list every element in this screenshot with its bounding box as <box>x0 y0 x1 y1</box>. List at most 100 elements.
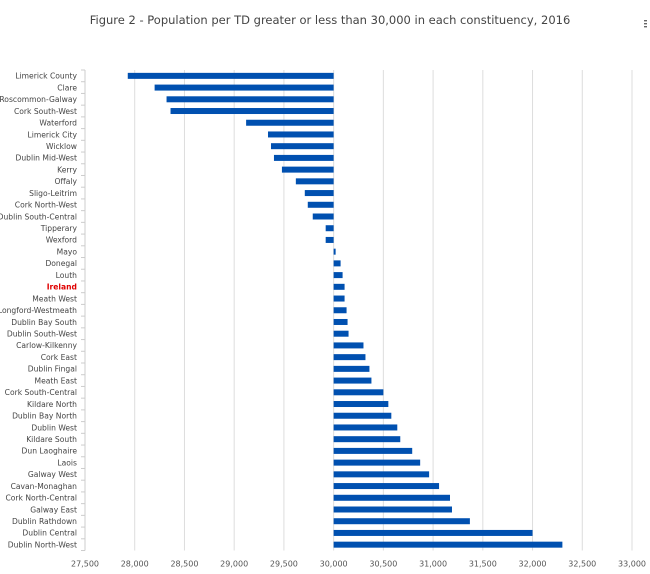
bar <box>333 365 370 372</box>
bar <box>333 342 364 349</box>
bar <box>295 178 334 185</box>
category-label: Limerick City <box>27 130 77 139</box>
category-label: Dublin Central <box>22 529 77 538</box>
category-label: Tipperary <box>40 224 78 233</box>
bar <box>281 166 334 173</box>
category-label: Dublin South-Central <box>0 212 77 221</box>
menu-icon[interactable] <box>644 20 647 28</box>
bar <box>333 307 347 314</box>
category-label: Mayo <box>57 247 78 256</box>
bar <box>307 201 334 208</box>
category-label: Kildare South <box>26 435 77 444</box>
bar <box>333 330 349 337</box>
category-label: Dublin Rathdown <box>12 517 77 526</box>
category-label-highlight: Ireland <box>47 283 77 292</box>
category-label: Wicklow <box>46 142 77 151</box>
x-tick-label: 28,000 <box>121 560 149 569</box>
category-label: Roscommon-Galway <box>0 95 78 104</box>
category-label: Donegal <box>45 259 77 268</box>
category-label: Dun Laoghaire <box>22 447 78 456</box>
bar <box>333 389 384 396</box>
category-label: Dublin South-West <box>7 330 77 339</box>
category-label: Wexford <box>46 236 77 245</box>
category-label: Cork East <box>41 353 77 362</box>
category-label: Clare <box>57 83 77 92</box>
bar <box>325 236 334 243</box>
bar <box>333 447 413 454</box>
category-label: Meath West <box>32 294 77 303</box>
bar <box>312 213 334 220</box>
bar <box>333 436 401 443</box>
bar <box>273 154 334 161</box>
category-label: Louth <box>56 271 78 280</box>
bar <box>333 529 533 536</box>
x-tick-label: 32,500 <box>568 560 596 569</box>
category-label: Cork North-West <box>15 201 77 210</box>
bar <box>333 260 341 267</box>
category-label: Cork South-West <box>14 107 77 116</box>
category-label: Kildare North <box>27 400 77 409</box>
bar <box>333 471 430 478</box>
category-label: Carlow-Kilkenny <box>16 341 77 350</box>
category-label: Sligo-Leitrim <box>29 189 77 198</box>
category-axis <box>81 69 86 552</box>
bar <box>333 354 366 361</box>
category-label: Kerry <box>57 165 77 174</box>
category-label: Longford-Westmeath <box>0 306 77 315</box>
bar <box>333 377 372 384</box>
category-label: Laois <box>57 458 77 467</box>
bar <box>246 119 334 126</box>
category-label: Offaly <box>55 177 78 186</box>
bar <box>333 412 392 419</box>
chart-title: Figure 2 - Population per TD greater or … <box>90 13 571 27</box>
x-tick-label: 28,500 <box>170 560 198 569</box>
category-label: Cavan-Monaghan <box>11 482 78 491</box>
category-label: Dublin Bay North <box>12 412 77 421</box>
bar <box>333 506 452 513</box>
gridlines <box>84 70 633 551</box>
category-label: Galway East <box>30 505 77 514</box>
bar <box>267 131 334 138</box>
bar <box>325 225 334 232</box>
bar <box>304 190 334 197</box>
category-label: Cork North-Central <box>5 494 77 503</box>
category-label: Waterford <box>39 119 77 128</box>
x-tick-label: 33,000 <box>618 560 646 569</box>
bar <box>333 283 345 290</box>
bar <box>333 483 440 490</box>
bar <box>270 143 334 150</box>
bar <box>333 424 398 431</box>
bar <box>127 72 334 79</box>
bar <box>170 108 334 115</box>
bar <box>333 248 336 255</box>
bar <box>166 96 334 103</box>
x-tick-label: 32,000 <box>519 560 547 569</box>
category-label: Dublin Bay South <box>11 318 77 327</box>
x-tick-label: 31,500 <box>469 560 497 569</box>
x-tick-label: 30,000 <box>320 560 348 569</box>
bar <box>333 401 389 408</box>
category-label: Dublin West <box>31 423 77 432</box>
category-label: Meath East <box>35 376 77 385</box>
bar <box>333 272 343 279</box>
bars <box>127 72 563 548</box>
bar <box>333 541 563 548</box>
bar <box>154 84 334 91</box>
category-label: Dublin Mid-West <box>15 154 77 163</box>
x-tick-label: 29,500 <box>270 560 298 569</box>
category-labels: Limerick County Clare Roscommon-Galway Cork… <box>0 72 78 550</box>
x-tick-label: 29,000 <box>220 560 248 569</box>
x-tick-label: 30,500 <box>369 560 397 569</box>
category-label: Galway West <box>28 470 77 479</box>
x-tick-label: 31,000 <box>419 560 447 569</box>
category-label: Dublin Fingal <box>28 365 77 374</box>
bar <box>333 318 348 325</box>
category-label: Limerick County <box>15 72 77 81</box>
bar <box>333 295 345 302</box>
category-label: Dublin North-West <box>8 540 77 549</box>
category-label: Cork South-Central <box>5 388 77 397</box>
bar <box>333 494 450 501</box>
x-tick-label: 27,500 <box>71 560 99 569</box>
x-axis-ticks: 27,500 28,000 28,500 29,000 29,500 30,000 30,5… <box>71 560 646 569</box>
